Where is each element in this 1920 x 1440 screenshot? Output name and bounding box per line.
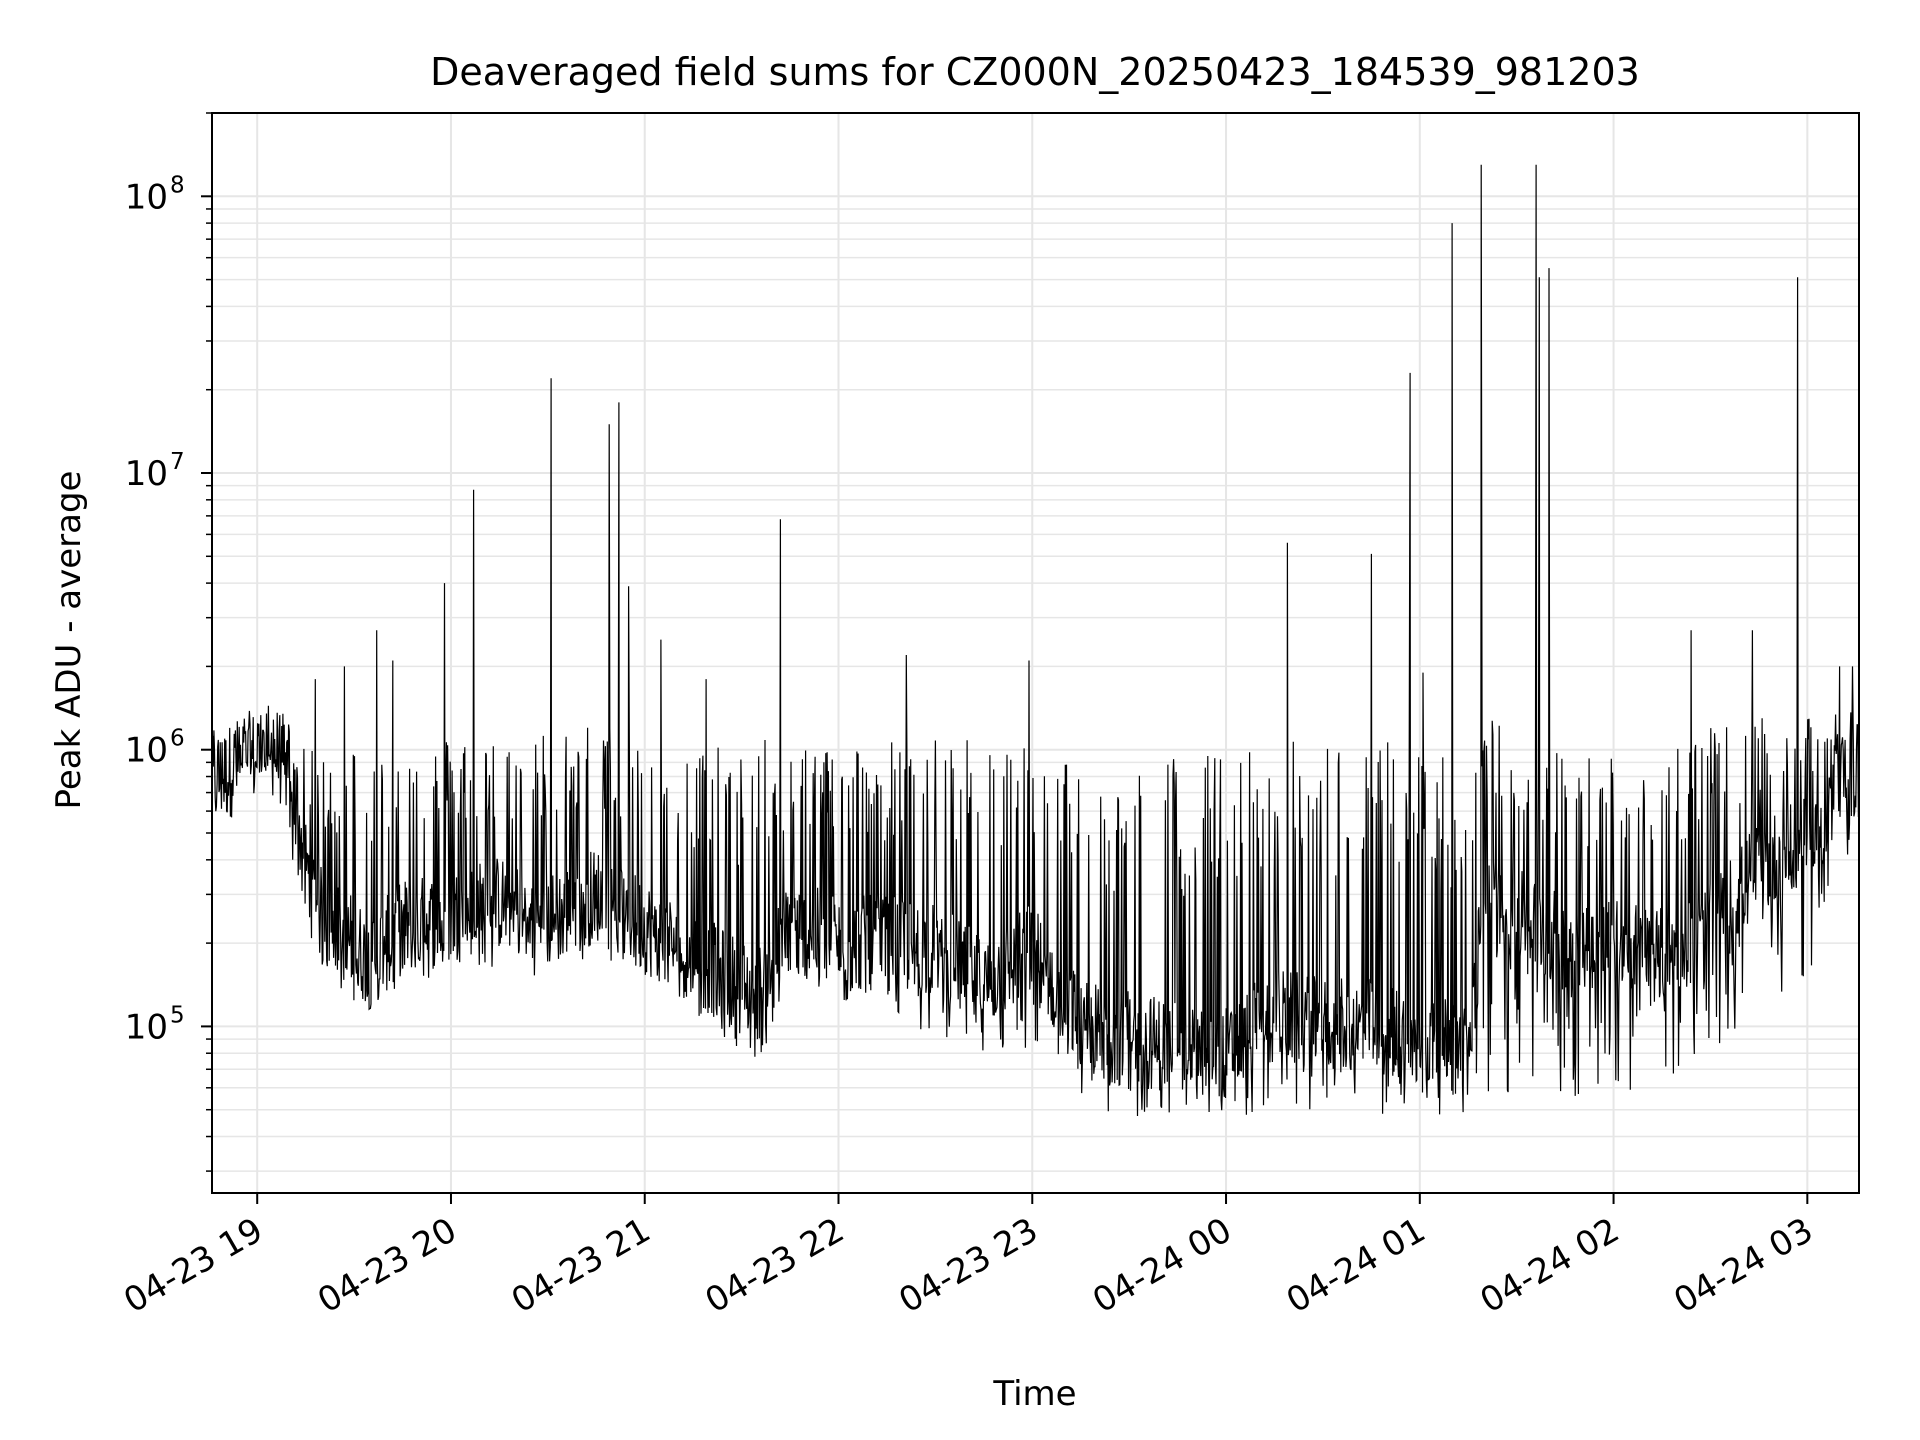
chart-title: Deaveraged field sums for CZ000N_2025042…: [430, 50, 1640, 94]
y-tick-exponent: 7: [170, 449, 185, 475]
x-tick-label: 04-24 01: [1280, 1210, 1432, 1321]
x-tick-label: 04-23 20: [311, 1210, 463, 1321]
x-tick-label: 04-24 02: [1474, 1210, 1626, 1321]
plot-frame: [211, 112, 1860, 1194]
y-tick-exponent: 6: [170, 726, 185, 752]
x-tick-label: 04-23 19: [117, 1210, 269, 1321]
y-tick-exponent: 8: [170, 172, 185, 198]
x-tick-label: 04-23 21: [505, 1210, 657, 1321]
y-tick-label: 10: [125, 731, 168, 771]
y-tick-exponent: 5: [170, 1002, 185, 1028]
x-tick-label: 04-23 23: [892, 1210, 1044, 1321]
y-tick-label: 10: [125, 454, 168, 494]
x-axis-label: Time: [992, 1374, 1076, 1414]
x-tick-label: 04-24 03: [1667, 1210, 1819, 1321]
x-tick-label: 04-24 00: [1086, 1210, 1238, 1321]
series-layer: [212, 164, 1859, 1117]
y-tick-label: 10: [125, 177, 168, 217]
x-tick-label: 04-23 22: [699, 1210, 851, 1321]
y-tick-label: 10: [125, 1007, 168, 1047]
series-line: [212, 164, 1859, 1117]
y-axis-label: Peak ADU - average: [49, 471, 89, 810]
